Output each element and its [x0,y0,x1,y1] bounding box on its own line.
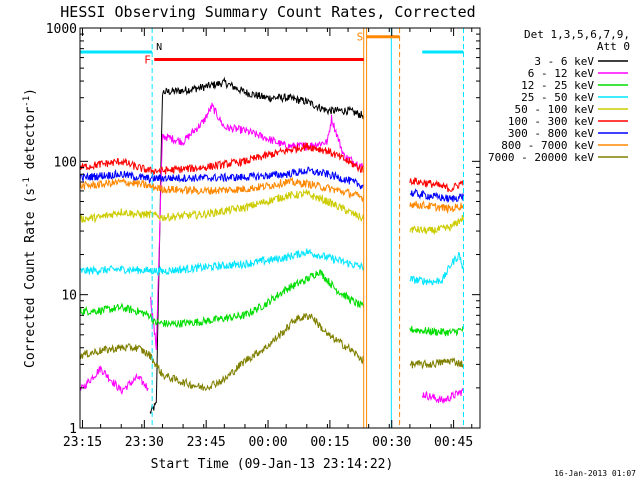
legend-label-4: 50 - 100 keV [515,103,595,116]
series-3-segment-1 [409,251,464,286]
series-2-segment-0 [79,269,365,329]
series-2-segment-1 [409,325,464,337]
y-tick-label-3: 1000 [46,22,77,37]
overlay-layer: NF S [80,28,465,428]
series-5 [79,142,464,193]
y-axis-label-part3: ) [23,88,38,96]
plot-frame [79,27,481,429]
x-axis-label: Start Time (09-Jan-13 23:14:22) [151,457,394,472]
legend-header-attenuator: Att 0 [597,40,630,53]
series-1-segment-2 [421,387,464,405]
series-8 [79,312,464,392]
legend-label-2: 12 - 25 keV [521,79,594,92]
legend-label-5: 100 - 300 keV [508,115,594,128]
legend-label-1: 6 - 12 keV [528,67,595,80]
y-axis-label-sup2: -1 [22,96,32,107]
x-tick-label-3: 00:00 [248,435,287,450]
x-tick-label-4: 00:15 [310,435,349,450]
series-8-segment-0 [79,312,365,392]
legend-label-3: 25 - 50 keV [521,91,594,104]
series-3 [80,248,464,286]
marker-label-0: N [156,42,162,53]
series-6 [79,166,464,204]
legend-header-detectors: Det 1,3,5,6,7,9, [524,28,630,41]
x-tick-label-0: 23:15 [63,435,102,450]
series-5-segment-1 [409,177,464,193]
footer-date: 16-Jan-2013 01:07 [554,469,636,478]
x-tick-label-5: 00:30 [372,435,411,450]
legend-label-6: 300 - 800 keV [508,127,594,140]
series-6-segment-1 [409,188,464,204]
series-7-segment-0 [79,176,365,202]
series-8-segment-1 [409,357,464,370]
x-tick-label-2: 23:45 [187,435,226,450]
axes-layer: 1 10 100 1000 23:15 23:30 23:45 00:00 00:15 00:30… [46,22,480,450]
series-5-segment-0 [79,142,365,176]
y-tick-label-1: 10 [61,289,77,304]
interval-label-0: F [144,54,151,67]
chart-title: HESSI Observing Summary Count Rates, Cor… [60,3,475,21]
series-4-segment-1 [409,215,464,235]
y-axis-label-sup1: -1 [22,177,32,188]
series-3-segment-0 [80,248,365,277]
series-1-segment-1 [149,102,365,350]
y-axis-label-part2: detector [23,107,38,178]
series-7-segment-1 [409,200,464,214]
x-tick-label-1: 23:30 [125,435,164,450]
legend-label-7: 800 - 7000 keV [501,139,594,152]
y-axis-label: Corrected Count Rate (s-1 detector-1) [22,88,38,368]
series-4-segment-0 [79,188,365,224]
legend-label-8: 7000 - 20000 keV [488,151,594,164]
series-1-segment-0 [79,365,149,395]
series-layer [79,76,464,414]
series-6-segment-0 [79,166,365,190]
x-tick-label-6: 00:45 [434,435,473,450]
series-0-segment-0 [149,76,365,414]
series-2 [79,269,464,337]
series-4 [79,188,464,235]
interval-label-1: S [357,31,364,44]
legend-label-0: 3 - 6 keV [534,55,594,68]
series-0 [149,76,365,414]
y-tick-label-0: 1 [69,422,77,437]
series-7 [79,176,464,214]
y-axis-label-part1: Corrected Count Rate (s [23,188,38,368]
series-1 [79,102,464,405]
y-tick-label-2: 100 [54,155,77,170]
